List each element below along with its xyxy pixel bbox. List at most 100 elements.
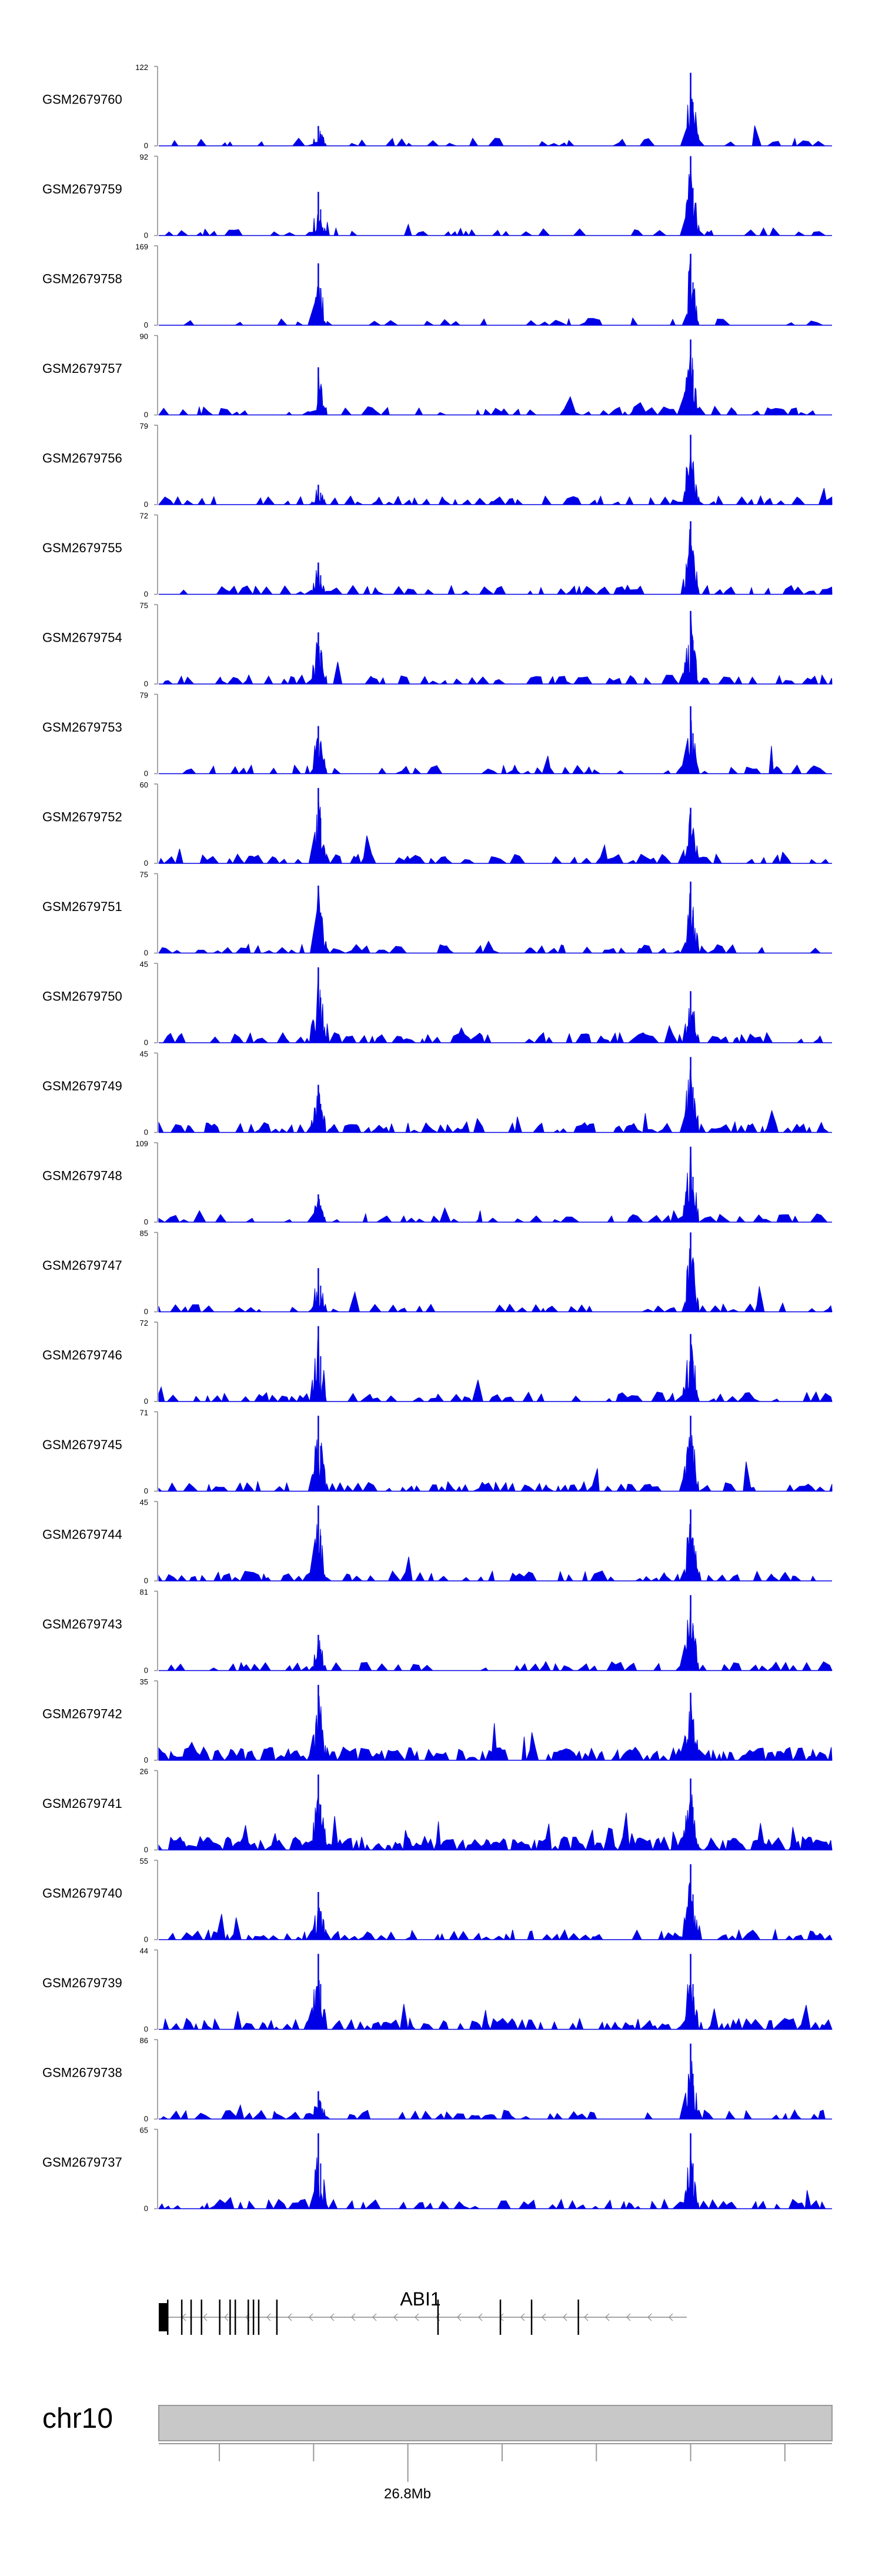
- track-max-label: 65: [140, 2126, 148, 2135]
- track: GSM2679747 85 0: [42, 1229, 833, 1316]
- track: GSM2679758 169 0: [42, 242, 832, 329]
- track: GSM2679750 45 0: [42, 960, 832, 1047]
- track-name: GSM2679745: [42, 1437, 122, 1452]
- exon: [248, 2300, 249, 2335]
- strand-arrow: [478, 2313, 483, 2321]
- strand-arrow: [330, 2313, 335, 2321]
- track: GSM2679756 79 0: [42, 422, 833, 509]
- chromosome-band: [158, 2405, 833, 2441]
- track-min-label: 0: [144, 2204, 148, 2213]
- coverage-area: [159, 1980, 833, 2031]
- coverage-area: [158, 2152, 832, 2210]
- track-name: GSM2679748: [42, 1168, 122, 1183]
- axis-tick-label: 26.8Mb: [384, 2486, 431, 2502]
- track-min-label: 0: [144, 141, 148, 150]
- coverage-area: [159, 529, 833, 596]
- coverage-area: [159, 2061, 832, 2120]
- track-name: GSM2679760: [42, 92, 122, 106]
- coverage-area: [159, 258, 832, 326]
- coverage-tracks: GSM2679760 122 0 GSM2679759 92 0 GSM2679758 169…: [42, 63, 833, 2213]
- strand-arrow: [266, 2313, 271, 2321]
- coverage-area: [158, 1248, 833, 1313]
- track: GSM2679739 44 0: [42, 1947, 833, 2034]
- track-max-label: 44: [140, 1947, 148, 1956]
- strand-arrow: [647, 2313, 652, 2321]
- track-min-label: 0: [144, 1217, 148, 1226]
- coverage-area: [159, 615, 833, 685]
- track-min-label: 0: [144, 321, 148, 329]
- track-min-label: 0: [144, 1935, 148, 1944]
- strand-arrow: [288, 2313, 292, 2321]
- track-max-label: 85: [140, 1229, 148, 1238]
- track-min-label: 0: [144, 2025, 148, 2034]
- strand-arrow: [542, 2313, 546, 2321]
- track: GSM2679742 35 0: [42, 1677, 833, 1764]
- track-name: GSM2679742: [42, 1706, 122, 1721]
- track-max-label: 169: [135, 242, 148, 251]
- track-name: GSM2679754: [42, 630, 122, 645]
- exon-utr: [159, 2303, 167, 2331]
- strand-arrow: [309, 2313, 313, 2321]
- track-min-label: 0: [144, 1397, 148, 1406]
- track-max-label: 71: [140, 1409, 148, 1417]
- track-name: GSM2679750: [42, 989, 122, 1003]
- strand-arrow: [224, 2313, 229, 2321]
- track-name: GSM2679757: [42, 361, 122, 376]
- track: GSM2679741 26 0: [42, 1767, 833, 1854]
- track-min-label: 0: [144, 500, 148, 509]
- exon: [201, 2300, 202, 2335]
- track: GSM2679749 45 0: [42, 1050, 832, 1137]
- track-min-label: 0: [144, 2114, 148, 2123]
- track-name: GSM2679741: [42, 1796, 122, 1811]
- track-min-label: 0: [144, 1846, 148, 1854]
- exon: [252, 2300, 255, 2335]
- track-name: GSM2679740: [42, 1886, 122, 1900]
- track-name: GSM2679739: [42, 1976, 122, 1990]
- track-name: GSM2679753: [42, 720, 122, 735]
- track-name: GSM2679737: [42, 2155, 122, 2170]
- track-name: GSM2679738: [42, 2065, 122, 2080]
- exon: [181, 2300, 183, 2335]
- strand-arrow: [351, 2313, 356, 2321]
- exon: [499, 2300, 502, 2335]
- strand-arrow: [669, 2313, 673, 2321]
- track: GSM2679755 72 0: [42, 512, 833, 599]
- track: GSM2679744 45 0: [42, 1498, 832, 1585]
- track-max-label: 79: [140, 422, 148, 431]
- track: GSM2679754 75 0: [42, 601, 833, 688]
- track-max-label: 86: [140, 2036, 148, 2045]
- exon: [219, 2300, 220, 2335]
- track: GSM2679743 81 0: [42, 1588, 833, 1675]
- track-min-label: 0: [144, 1666, 148, 1675]
- track-max-label: 92: [140, 153, 148, 162]
- track: GSM2679748 109 0: [42, 1139, 832, 1226]
- track-max-label: 72: [140, 512, 148, 520]
- track: GSM2679740 55 0: [42, 1857, 833, 1944]
- track-name: GSM2679758: [42, 271, 122, 286]
- track-min-label: 0: [144, 1487, 148, 1496]
- strand-arrow: [372, 2313, 377, 2321]
- track-max-label: 55: [140, 1857, 148, 1866]
- track-min-label: 0: [144, 1038, 148, 1047]
- chromosome-axis: chr10 26.8Mb: [42, 2403, 833, 2502]
- coverage-area: [158, 1524, 832, 1582]
- track-name: GSM2679749: [42, 1079, 122, 1093]
- coverage-area: [159, 969, 832, 1044]
- coverage-area: [158, 348, 832, 416]
- track-min-label: 0: [144, 949, 148, 957]
- track-max-label: 109: [135, 1139, 148, 1148]
- coverage-area: [159, 1610, 833, 1671]
- track-min-label: 0: [144, 1756, 148, 1764]
- track: GSM2679745 71 0: [42, 1409, 833, 1496]
- exon: [167, 2300, 169, 2335]
- track-min-label: 0: [144, 411, 148, 419]
- track: GSM2679757 90 0: [42, 332, 832, 419]
- chromosome-name: chr10: [42, 2403, 113, 2434]
- coverage-area: [159, 1883, 833, 1941]
- coverage-area: [158, 452, 833, 506]
- coverage-area: [158, 1329, 833, 1403]
- track-name: GSM2679747: [42, 1258, 122, 1273]
- strand-arrow: [203, 2313, 208, 2321]
- coverage-area: [159, 85, 832, 146]
- track-name: GSM2679744: [42, 1527, 122, 1541]
